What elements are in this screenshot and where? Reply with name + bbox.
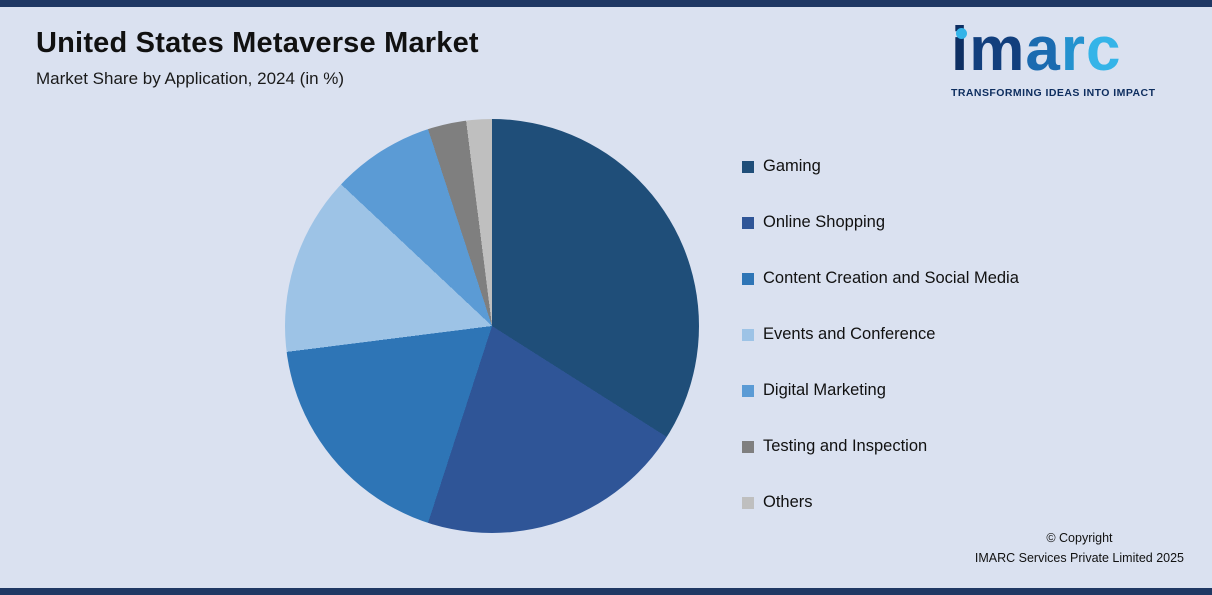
legend-label: Testing and Inspection xyxy=(763,437,928,455)
legend-swatch xyxy=(742,160,754,173)
legend-label: Online Shopping xyxy=(763,213,886,231)
legend-item: Others xyxy=(742,493,1019,512)
legend-label: Gaming xyxy=(763,157,821,175)
logo-dot-icon xyxy=(956,28,967,39)
legend-label: Others xyxy=(763,493,813,511)
legend: Gaming Online Shopping Content Creation an… xyxy=(742,157,1019,512)
imarc-logo: imarc TRANSFORMING IDEAS INTO IMPACT xyxy=(951,19,1186,100)
page-subtitle: Market Share by Application, 2024 (in %) xyxy=(36,69,345,88)
logo-letter: a xyxy=(1025,15,1061,84)
legend-swatch xyxy=(742,440,754,453)
logo-letter: r xyxy=(1060,15,1086,84)
logo-text: imarc xyxy=(951,19,1186,81)
legend-item: Online Shopping xyxy=(742,213,1019,232)
pie-chart xyxy=(285,119,699,533)
legend-item: Testing and Inspection xyxy=(742,437,1019,456)
legend-label: Events and Conference xyxy=(763,325,936,343)
logo-letter: i xyxy=(951,15,970,84)
copyright-line1: © Copyright xyxy=(1046,531,1113,546)
header: United States Metaverse Market Market Sh… xyxy=(36,27,479,89)
legend-swatch xyxy=(742,272,754,285)
legend-swatch xyxy=(742,384,754,397)
legend-label: Digital Marketing xyxy=(763,381,886,399)
logo-tagline: TRANSFORMING IDEAS INTO IMPACT xyxy=(951,87,1156,99)
legend-swatch xyxy=(742,328,754,341)
logo-letters: imarc xyxy=(951,15,1121,84)
legend-item: Events and Conference xyxy=(742,325,1019,344)
legend-swatch xyxy=(742,216,754,229)
legend-item: Gaming xyxy=(742,157,1019,176)
legend-label: Content Creation and Social Media xyxy=(763,269,1019,287)
page-title: United States Metaverse Market xyxy=(36,27,479,59)
copyright: © Copyright IMARC Services Private Limit… xyxy=(975,529,1184,568)
copyright-line2: IMARC Services Private Limited 2025 xyxy=(974,550,1184,565)
logo-letter: m xyxy=(969,15,1026,84)
logo-letter: c xyxy=(1086,15,1122,84)
legend-item: Content Creation and Social Media xyxy=(742,269,1019,288)
legend-item: Digital Marketing xyxy=(742,381,1019,400)
legend-swatch xyxy=(742,496,754,509)
